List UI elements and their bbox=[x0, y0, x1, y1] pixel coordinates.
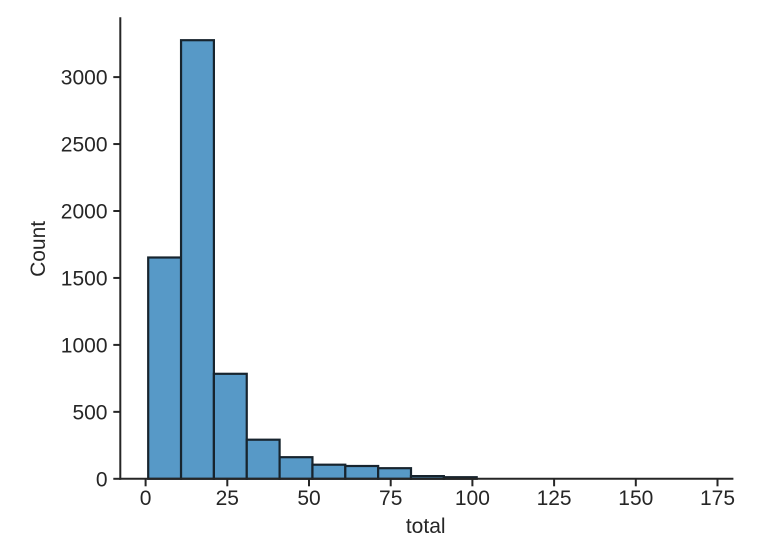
svg-text:1000: 1000 bbox=[61, 334, 108, 357]
svg-text:25: 25 bbox=[216, 487, 239, 510]
svg-text:50: 50 bbox=[297, 487, 320, 510]
svg-text:100: 100 bbox=[455, 487, 490, 510]
svg-text:total: total bbox=[406, 515, 446, 538]
svg-text:0: 0 bbox=[96, 468, 108, 491]
svg-text:1500: 1500 bbox=[61, 267, 108, 290]
svg-text:Count: Count bbox=[27, 221, 50, 277]
svg-text:2000: 2000 bbox=[61, 201, 108, 224]
svg-text:500: 500 bbox=[72, 401, 107, 424]
svg-text:125: 125 bbox=[537, 487, 572, 510]
svg-text:3000: 3000 bbox=[61, 67, 108, 90]
svg-text:175: 175 bbox=[700, 487, 735, 510]
svg-text:150: 150 bbox=[618, 487, 653, 510]
svg-text:2500: 2500 bbox=[61, 134, 108, 157]
svg-text:0: 0 bbox=[140, 487, 152, 510]
svg-text:75: 75 bbox=[379, 487, 402, 510]
